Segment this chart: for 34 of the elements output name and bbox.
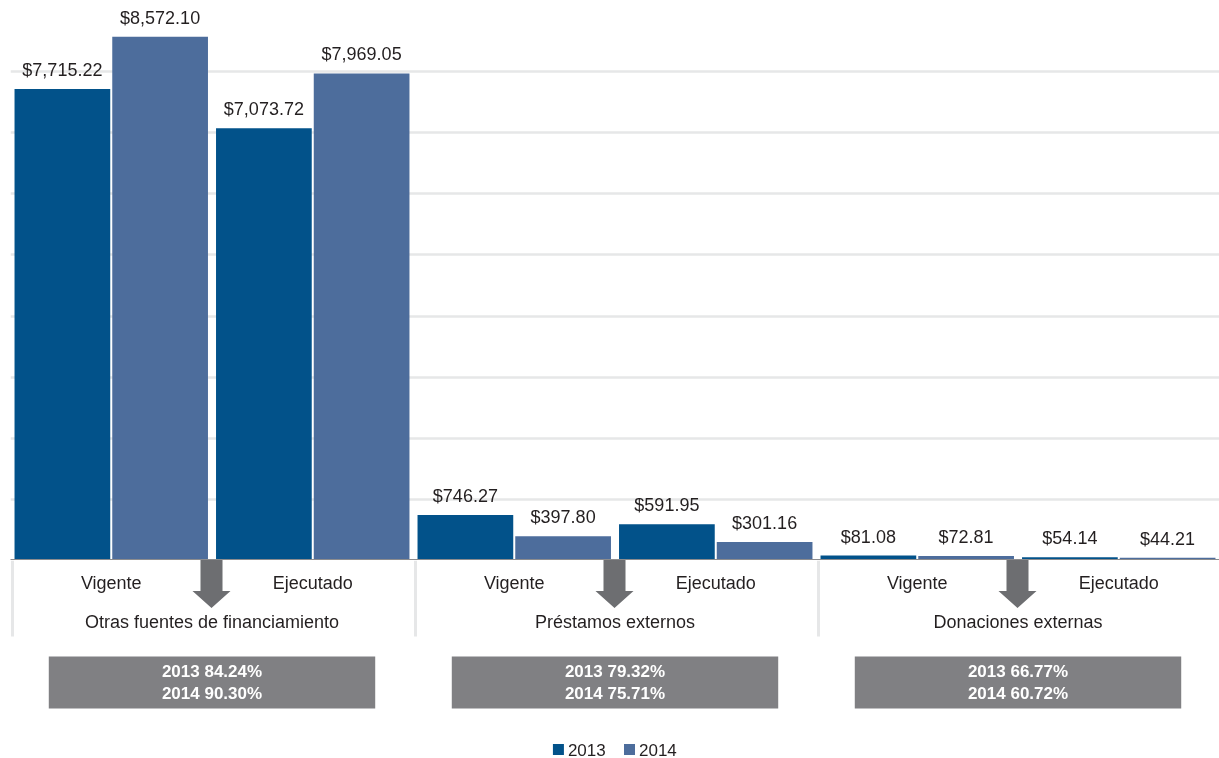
bar <box>619 524 715 560</box>
data-label: $7,969.05 <box>321 44 402 65</box>
data-label: $746.27 <box>432 485 498 506</box>
bar <box>417 514 514 560</box>
data-label: $301.16 <box>732 513 798 534</box>
text: 2013 66.77% 2014 60.72% <box>967 662 1069 703</box>
bar <box>313 73 410 560</box>
x-tick-label: Ejecutado <box>1078 572 1159 593</box>
legend-label: 2014 <box>639 740 677 758</box>
legend-label: 2013 <box>567 740 606 758</box>
x-tick-label: Vigente <box>886 572 948 593</box>
text: Préstamos externos <box>534 611 696 632</box>
data-label: $54.14 <box>1042 528 1098 549</box>
text: 2013 79.32% 2014 75.71% <box>564 662 666 703</box>
data-label: $81.08 <box>840 526 896 547</box>
text: Otras fuentes de financiamiento <box>84 611 340 632</box>
x-tick-label: Vigente <box>483 572 545 593</box>
bar <box>515 536 611 560</box>
text: Donaciones externas <box>933 611 1103 632</box>
x-tick-label: Ejecutado <box>272 572 353 593</box>
x-tick-label: Ejecutado <box>675 572 756 593</box>
text: 2013 84.24% 2014 90.30% <box>161 662 263 703</box>
data-label: $8,572.10 <box>120 7 201 28</box>
data-label: $7,715.22 <box>22 60 103 81</box>
data-label: $591.95 <box>634 495 700 516</box>
data-label: $7,073.72 <box>223 99 304 120</box>
data-label: $72.81 <box>938 527 994 548</box>
data-label: $44.21 <box>1140 528 1196 549</box>
bar <box>112 36 208 560</box>
data-label: $397.80 <box>530 507 596 528</box>
bar <box>716 542 813 560</box>
bar <box>216 128 312 560</box>
bar <box>14 89 111 560</box>
x-tick-label: Vigente <box>80 572 142 593</box>
